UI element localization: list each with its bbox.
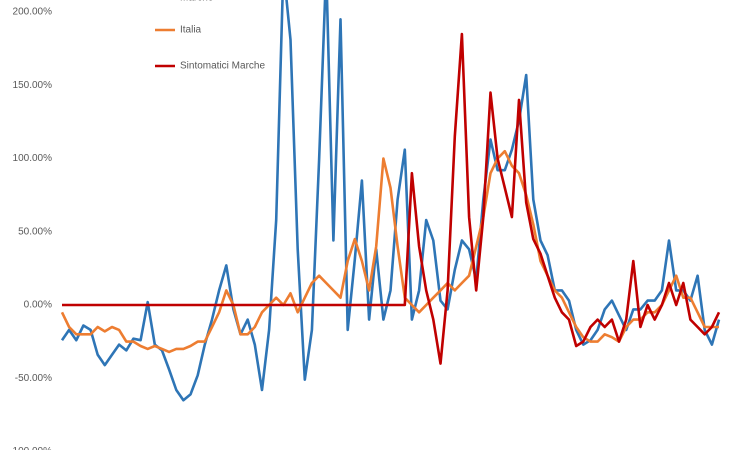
y-tick-label: 200.00% (13, 7, 53, 18)
y-tick-label: 50.00% (18, 226, 52, 237)
y-tick-label: 100.00% (13, 153, 53, 164)
y-tick-label: 0.00% (24, 300, 52, 311)
y-tick-label: 150.00% (13, 80, 53, 91)
series-line (62, 32, 721, 365)
y-tick-label: -50.00% (15, 373, 52, 384)
legend-label: Italia (180, 25, 202, 36)
legend-label: Marche (180, 0, 214, 4)
series-line (60, 0, 721, 402)
legend-label: Sintomatici Marche (180, 61, 265, 72)
series-line (60, 149, 719, 354)
y-tick-label: -100.00% (9, 446, 52, 450)
